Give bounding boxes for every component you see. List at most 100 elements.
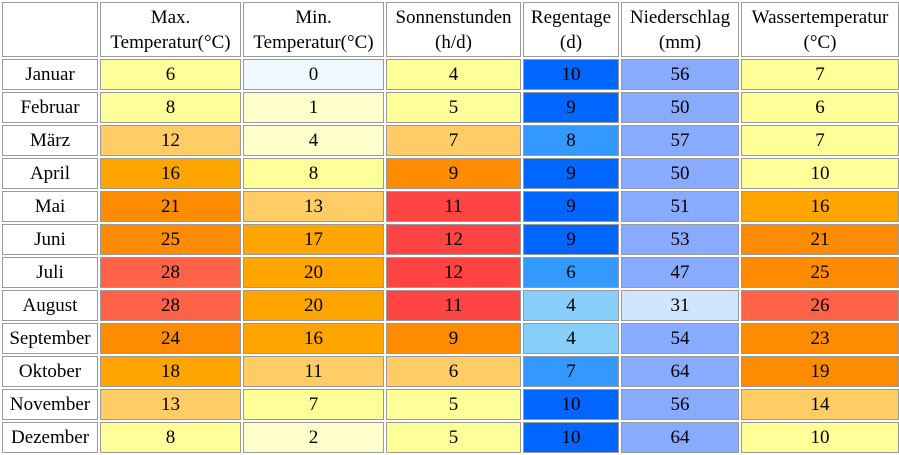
precipitation-cell: 47	[621, 257, 739, 288]
max-temperature-cell: 12	[100, 125, 241, 156]
water-temperature-cell: 7	[741, 125, 899, 156]
table-row: September 24 16 9 4 54 23	[2, 323, 899, 354]
header-sun-line1: Sonnenstunden	[395, 6, 512, 28]
sunshine-hours-cell: 5	[386, 389, 521, 420]
header-max-line2: Temperatur(°C)	[110, 31, 231, 53]
month-cell: November	[2, 389, 98, 420]
water-temperature-cell: 19	[741, 356, 899, 387]
max-temperature-cell: 28	[100, 290, 241, 321]
month-cell: Februar	[2, 92, 98, 123]
water-temperature-cell: 10	[741, 158, 899, 189]
sunshine-hours-cell: 7	[386, 125, 521, 156]
precipitation-cell: 56	[621, 59, 739, 90]
table-row: Mai 21 13 11 9 51 16	[2, 191, 899, 222]
precipitation-cell: 64	[621, 356, 739, 387]
min-temperature-cell: 0	[243, 59, 384, 90]
rain-days-cell: 9	[523, 158, 619, 189]
rain-days-cell: 10	[523, 59, 619, 90]
header-precipitation: Niederschlag (mm)	[621, 2, 739, 57]
sunshine-hours-cell: 4	[386, 59, 521, 90]
min-temperature-cell: 16	[243, 323, 384, 354]
rain-days-cell: 8	[523, 125, 619, 156]
max-temperature-cell: 18	[100, 356, 241, 387]
min-temperature-cell: 11	[243, 356, 384, 387]
max-temperature-cell: 21	[100, 191, 241, 222]
precipitation-cell: 50	[621, 92, 739, 123]
max-temperature-cell: 13	[100, 389, 241, 420]
rain-days-cell: 7	[523, 356, 619, 387]
header-rain-line2: (d)	[559, 31, 583, 53]
min-temperature-cell: 13	[243, 191, 384, 222]
rain-days-cell: 10	[523, 389, 619, 420]
header-sunshine-hours: Sonnenstunden (h/d)	[386, 2, 521, 57]
max-temperature-cell: 16	[100, 158, 241, 189]
water-temperature-cell: 6	[741, 92, 899, 123]
sunshine-hours-cell: 9	[386, 158, 521, 189]
precipitation-cell: 64	[621, 422, 739, 453]
water-temperature-cell: 26	[741, 290, 899, 321]
header-water-line2: (°C)	[803, 31, 837, 53]
precipitation-cell: 53	[621, 224, 739, 255]
precipitation-cell: 51	[621, 191, 739, 222]
month-cell: Mai	[2, 191, 98, 222]
max-temperature-cell: 8	[100, 422, 241, 453]
precipitation-cell: 57	[621, 125, 739, 156]
sunshine-hours-cell: 9	[386, 323, 521, 354]
min-temperature-cell: 17	[243, 224, 384, 255]
header-min-line2: Temperatur(°C)	[253, 31, 374, 53]
header-rain-days: Regentage (d)	[523, 2, 619, 57]
min-temperature-cell: 1	[243, 92, 384, 123]
rain-days-cell: 9	[523, 92, 619, 123]
header-row: Max. Temperatur(°C) Min. Temperatur(°C) So…	[2, 2, 899, 57]
min-temperature-cell: 4	[243, 125, 384, 156]
header-max-line1: Max.	[150, 6, 191, 28]
precipitation-cell: 54	[621, 323, 739, 354]
sunshine-hours-cell: 12	[386, 224, 521, 255]
rain-days-cell: 4	[523, 290, 619, 321]
rain-days-cell: 9	[523, 224, 619, 255]
precipitation-cell: 50	[621, 158, 739, 189]
table-row: August 28 20 11 4 31 26	[2, 290, 899, 321]
sunshine-hours-cell: 6	[386, 356, 521, 387]
header-max-temperature: Max. Temperatur(°C)	[100, 2, 241, 57]
min-temperature-cell: 20	[243, 290, 384, 321]
month-cell: Oktober	[2, 356, 98, 387]
header-min-line1: Min.	[295, 6, 332, 28]
header-prec-line2: (mm)	[658, 31, 702, 53]
header-water-line1: Wassertemperatur	[751, 6, 889, 28]
rain-days-cell: 10	[523, 422, 619, 453]
table-row: Februar 8 1 5 9 50 6	[2, 92, 899, 123]
header-prec-line1: Niederschlag	[629, 6, 731, 28]
sunshine-hours-cell: 12	[386, 257, 521, 288]
max-temperature-cell: 6	[100, 59, 241, 90]
min-temperature-cell: 20	[243, 257, 384, 288]
table-row: Oktober 18 11 6 7 64 19	[2, 356, 899, 387]
max-temperature-cell: 28	[100, 257, 241, 288]
table-row: April 16 8 9 9 50 10	[2, 158, 899, 189]
water-temperature-cell: 10	[741, 422, 899, 453]
table-row: Juli 28 20 12 6 47 25	[2, 257, 899, 288]
month-cell: Juli	[2, 257, 98, 288]
month-cell: Dezember	[2, 422, 98, 453]
min-temperature-cell: 8	[243, 158, 384, 189]
max-temperature-cell: 25	[100, 224, 241, 255]
water-temperature-cell: 25	[741, 257, 899, 288]
max-temperature-cell: 24	[100, 323, 241, 354]
month-cell: Januar	[2, 59, 98, 90]
table-row: März 12 4 7 8 57 7	[2, 125, 899, 156]
water-temperature-cell: 23	[741, 323, 899, 354]
rain-days-cell: 9	[523, 191, 619, 222]
water-temperature-cell: 7	[741, 59, 899, 90]
table-row: Januar 6 0 4 10 56 7	[2, 59, 899, 90]
header-rain-line1: Regentage	[530, 6, 612, 28]
min-temperature-cell: 7	[243, 389, 384, 420]
rain-days-cell: 6	[523, 257, 619, 288]
month-cell: September	[2, 323, 98, 354]
water-temperature-cell: 21	[741, 224, 899, 255]
header-min-temperature: Min. Temperatur(°C)	[243, 2, 384, 57]
month-cell: März	[2, 125, 98, 156]
table-row: November 13 7 5 10 56 14	[2, 389, 899, 420]
precipitation-cell: 31	[621, 290, 739, 321]
max-temperature-cell: 8	[100, 92, 241, 123]
